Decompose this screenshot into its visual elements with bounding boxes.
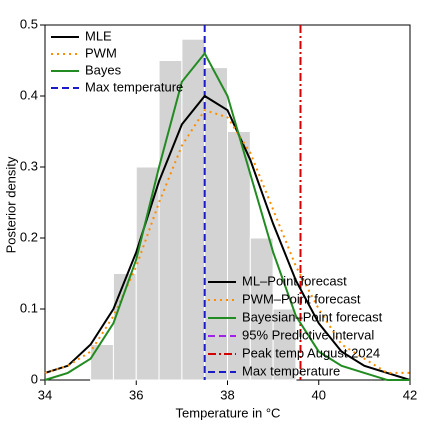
y-tick-label: 0.5 (20, 16, 38, 31)
legend-label: PWM–Point forecast (242, 291, 361, 306)
density-curve (44, 94, 411, 381)
density-curve (44, 51, 410, 381)
legend-label: ML–Point forecast (242, 273, 347, 288)
histogram-bar (135, 166, 160, 381)
y-axis-label: Posterior density (3, 156, 18, 253)
histogram-bar (181, 38, 206, 381)
legend-label: Peak temp August 2024 (242, 345, 380, 360)
legend-label: PWM (85, 45, 117, 60)
legend-label: Bayes (85, 62, 122, 77)
legend-label: 95% Predictive interval (242, 327, 374, 342)
y-tick-label: 0.4 (20, 87, 38, 102)
y-tick-label: 0 (31, 371, 38, 386)
legend-label: Max temperature (85, 79, 183, 94)
x-tick-label: 36 (129, 387, 143, 402)
histogram-bar (158, 60, 183, 381)
legend-label: MLE (85, 28, 112, 43)
histogram-bar (272, 308, 297, 381)
x-axis-label: Temperature in °C (176, 405, 281, 420)
y-tick-label: 0.3 (20, 158, 38, 173)
y-tick-label: 0.2 (20, 229, 38, 244)
x-tick-label: 34 (38, 387, 52, 402)
histogram-bar (227, 131, 251, 381)
x-tick-label: 42 (403, 387, 417, 402)
x-tick-label: 40 (312, 387, 326, 402)
y-tick-label: 0.1 (20, 300, 38, 315)
x-tick-label: 38 (220, 387, 234, 402)
legend-label: Max temperature (242, 363, 340, 378)
legend-label: Bayesian–Point forecast (242, 309, 383, 324)
density-curve (44, 109, 410, 374)
histogram-bar (90, 344, 114, 381)
